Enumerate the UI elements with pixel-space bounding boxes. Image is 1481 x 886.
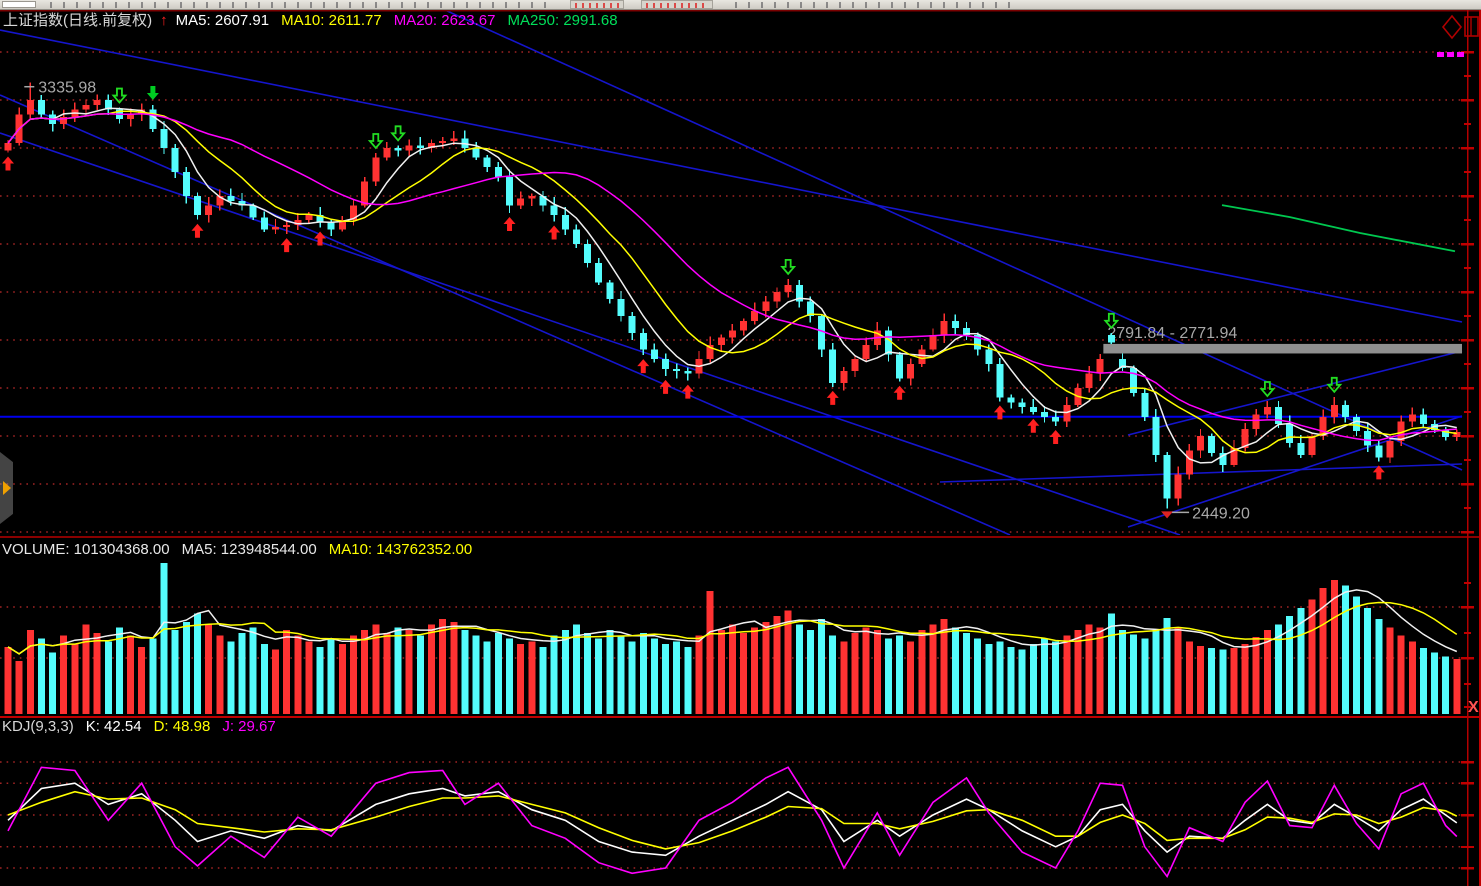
toolbar-quote-button-2[interactable] [641,0,713,9]
trend-up-arrow-icon: ↑ [160,12,168,29]
trendlines [0,11,1463,535]
toolbar-quote-button-1[interactable] [570,0,624,9]
signal-arrows [2,85,1385,480]
volume-value-label: VOLUME: 101304368.00 [2,541,170,558]
kdj-params-label: KDJ(9,3,3) [2,718,74,735]
gridlines [0,51,1462,869]
diamond-icon[interactable] [1441,14,1463,40]
axes-and-borders [0,10,1481,886]
gap-label: 2791.84 - 2771.94 [1107,325,1237,342]
kdj-panel-header: KDJ(9,3,3) K: 42.54 D: 48.98 J: 29.67 [2,718,288,735]
price-ma10-label: MA10: 2611.77 [281,12,382,29]
price-ma20-label: MA20: 2623.67 [393,12,496,29]
volume-close-icon[interactable]: X [1468,699,1479,716]
more-dots-icon[interactable] [1447,52,1454,57]
top-toolbar-clipped[interactable] [0,0,1481,10]
toolbar-menu-text-clipped-2 [735,2,1015,8]
kdj-d-label: D: 48.98 [153,718,211,735]
kdj-k-label: K: 42.54 [85,718,142,735]
toolbar-left-icon[interactable] [2,1,36,8]
panel-corner-icons[interactable] [1437,14,1479,57]
high-price-label: 3335.98 [38,80,96,97]
price-panel-header: 上证指数(日线.前复权) ↑ MA5: 2607.91 MA10: 2611.77 MA… [3,12,630,29]
volume-ma10-label: MA10: 143762352.00 [328,541,473,558]
volume-bars [4,563,1461,714]
low-marker [1161,511,1174,519]
toolbar-menu-text-clipped [50,2,550,8]
more-dots-icon[interactable] [1457,52,1464,57]
volume-ma5-label: MA5: 123948544.00 [181,541,317,558]
more-dots-icon[interactable] [1437,52,1444,57]
gap-band [1103,343,1462,354]
candles-group [4,82,1461,509]
left-panel-slide-tab[interactable] [0,452,13,524]
price-ma250-label: MA250: 2991.68 [507,12,618,29]
price-ma-lines [7,107,1457,464]
expand-right-arrow-icon [3,481,11,495]
kdj-lines [7,766,1458,879]
price-ma5-label: MA5: 2607.91 [175,12,270,29]
volume-panel-header: VOLUME: 101304368.00 MA5: 123948544.00 MA1… [2,541,484,558]
instrument-title: 上证指数(日线.前复权) [3,12,153,29]
low-price-label: 2449.20 [1192,505,1250,522]
kdj-j-label: J: 29.67 [222,718,276,735]
volume-ma-lines [7,589,1458,655]
